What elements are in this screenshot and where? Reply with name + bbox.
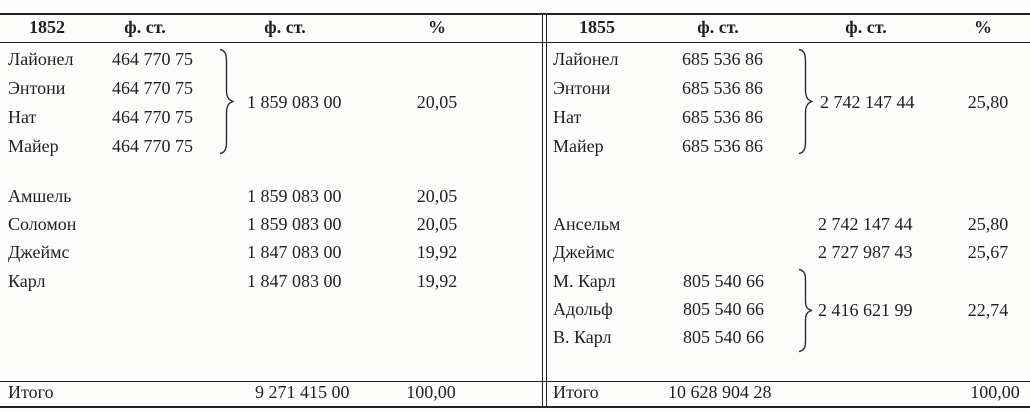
row-name: Майер (553, 136, 604, 156)
row-amount: 685 536 86 (682, 49, 763, 69)
row-name: Лайонел (553, 49, 619, 69)
row-amount: 805 540 66 (683, 327, 764, 347)
right-col-header-amount1: ф. ст. (697, 17, 739, 37)
row-percent: 20,05 (416, 214, 458, 234)
row-name: В. Карл (553, 327, 612, 347)
total-label: Итого (553, 382, 599, 402)
row-percent: 20,05 (416, 186, 458, 206)
row-percent: 19,92 (416, 242, 458, 262)
row-amount: 685 536 86 (682, 78, 763, 98)
total-percent: 100,00 (406, 382, 456, 402)
total-row-rule (0, 381, 1030, 383)
brace-group-percent: 20,05 (416, 92, 458, 112)
brace-icon (797, 48, 813, 155)
row-percent: 25,80 (967, 214, 1009, 234)
row-name: Джеймс (553, 242, 615, 262)
right-year-header: 1855 (579, 17, 615, 37)
row-amount: 2 727 987 43 (818, 242, 913, 262)
bottom-rule (0, 405, 1030, 408)
total-label: Итого (8, 382, 54, 402)
brace-group-sum: 2 416 621 99 (818, 300, 913, 320)
total-amount: 10 628 904 28 (668, 382, 772, 402)
row-amount: 1 859 083 00 (247, 214, 342, 234)
row-amount: 2 742 147 44 (818, 214, 913, 234)
right-col-header-percent: % (974, 17, 992, 37)
row-name: Карл (8, 271, 46, 291)
left-col-header-amount2: ф. ст. (264, 17, 306, 37)
row-amount: 805 540 66 (683, 271, 764, 291)
header-underline (0, 42, 1030, 44)
total-amount: 9 271 415 00 (255, 382, 350, 402)
row-name: Майер (8, 136, 59, 156)
row-amount: 464 770 75 (112, 136, 193, 156)
brace-icon (218, 48, 234, 155)
row-percent: 19,92 (416, 271, 458, 291)
row-name: М. Карл (553, 271, 616, 291)
right-col-header-amount2: ф. ст. (845, 17, 887, 37)
brace-icon (797, 268, 813, 353)
row-name: Амшель (8, 186, 72, 206)
left-col-header-percent: % (428, 17, 446, 37)
table-divider-line-left (542, 13, 544, 408)
brace-group-sum: 1 859 083 00 (247, 92, 342, 112)
brace-group-percent: 22,74 (967, 300, 1009, 320)
top-rule (0, 13, 1030, 15)
row-name: Энтони (553, 78, 611, 98)
row-name: Джеймс (8, 242, 70, 262)
row-name: Энтони (8, 78, 66, 98)
row-name: Лайонел (8, 49, 74, 69)
row-amount: 1 847 083 00 (247, 271, 342, 291)
row-name: Адольф (553, 299, 613, 319)
row-amount: 805 540 66 (683, 299, 764, 319)
left-col-header-amount1: ф. ст. (124, 17, 166, 37)
row-amount: 685 536 86 (682, 107, 763, 127)
row-amount: 464 770 75 (112, 49, 193, 69)
brace-group-sum: 2 742 147 44 (820, 92, 915, 112)
total-percent: 100,00 (970, 382, 1020, 402)
table-divider-line-right (546, 13, 548, 408)
row-amount: 685 536 86 (682, 136, 763, 156)
row-amount: 1 859 083 00 (247, 186, 342, 206)
brace-group-percent: 25,80 (967, 92, 1009, 112)
row-amount: 464 770 75 (112, 78, 193, 98)
row-name: Соломон (8, 214, 77, 234)
row-percent: 25,67 (967, 242, 1009, 262)
left-year-header: 1852 (29, 17, 65, 37)
row-name: Нат (8, 107, 37, 127)
row-amount: 464 770 75 (112, 107, 193, 127)
row-amount: 1 847 083 00 (247, 242, 342, 262)
row-name: Нат (553, 107, 582, 127)
row-name: Ансельм (553, 214, 621, 234)
